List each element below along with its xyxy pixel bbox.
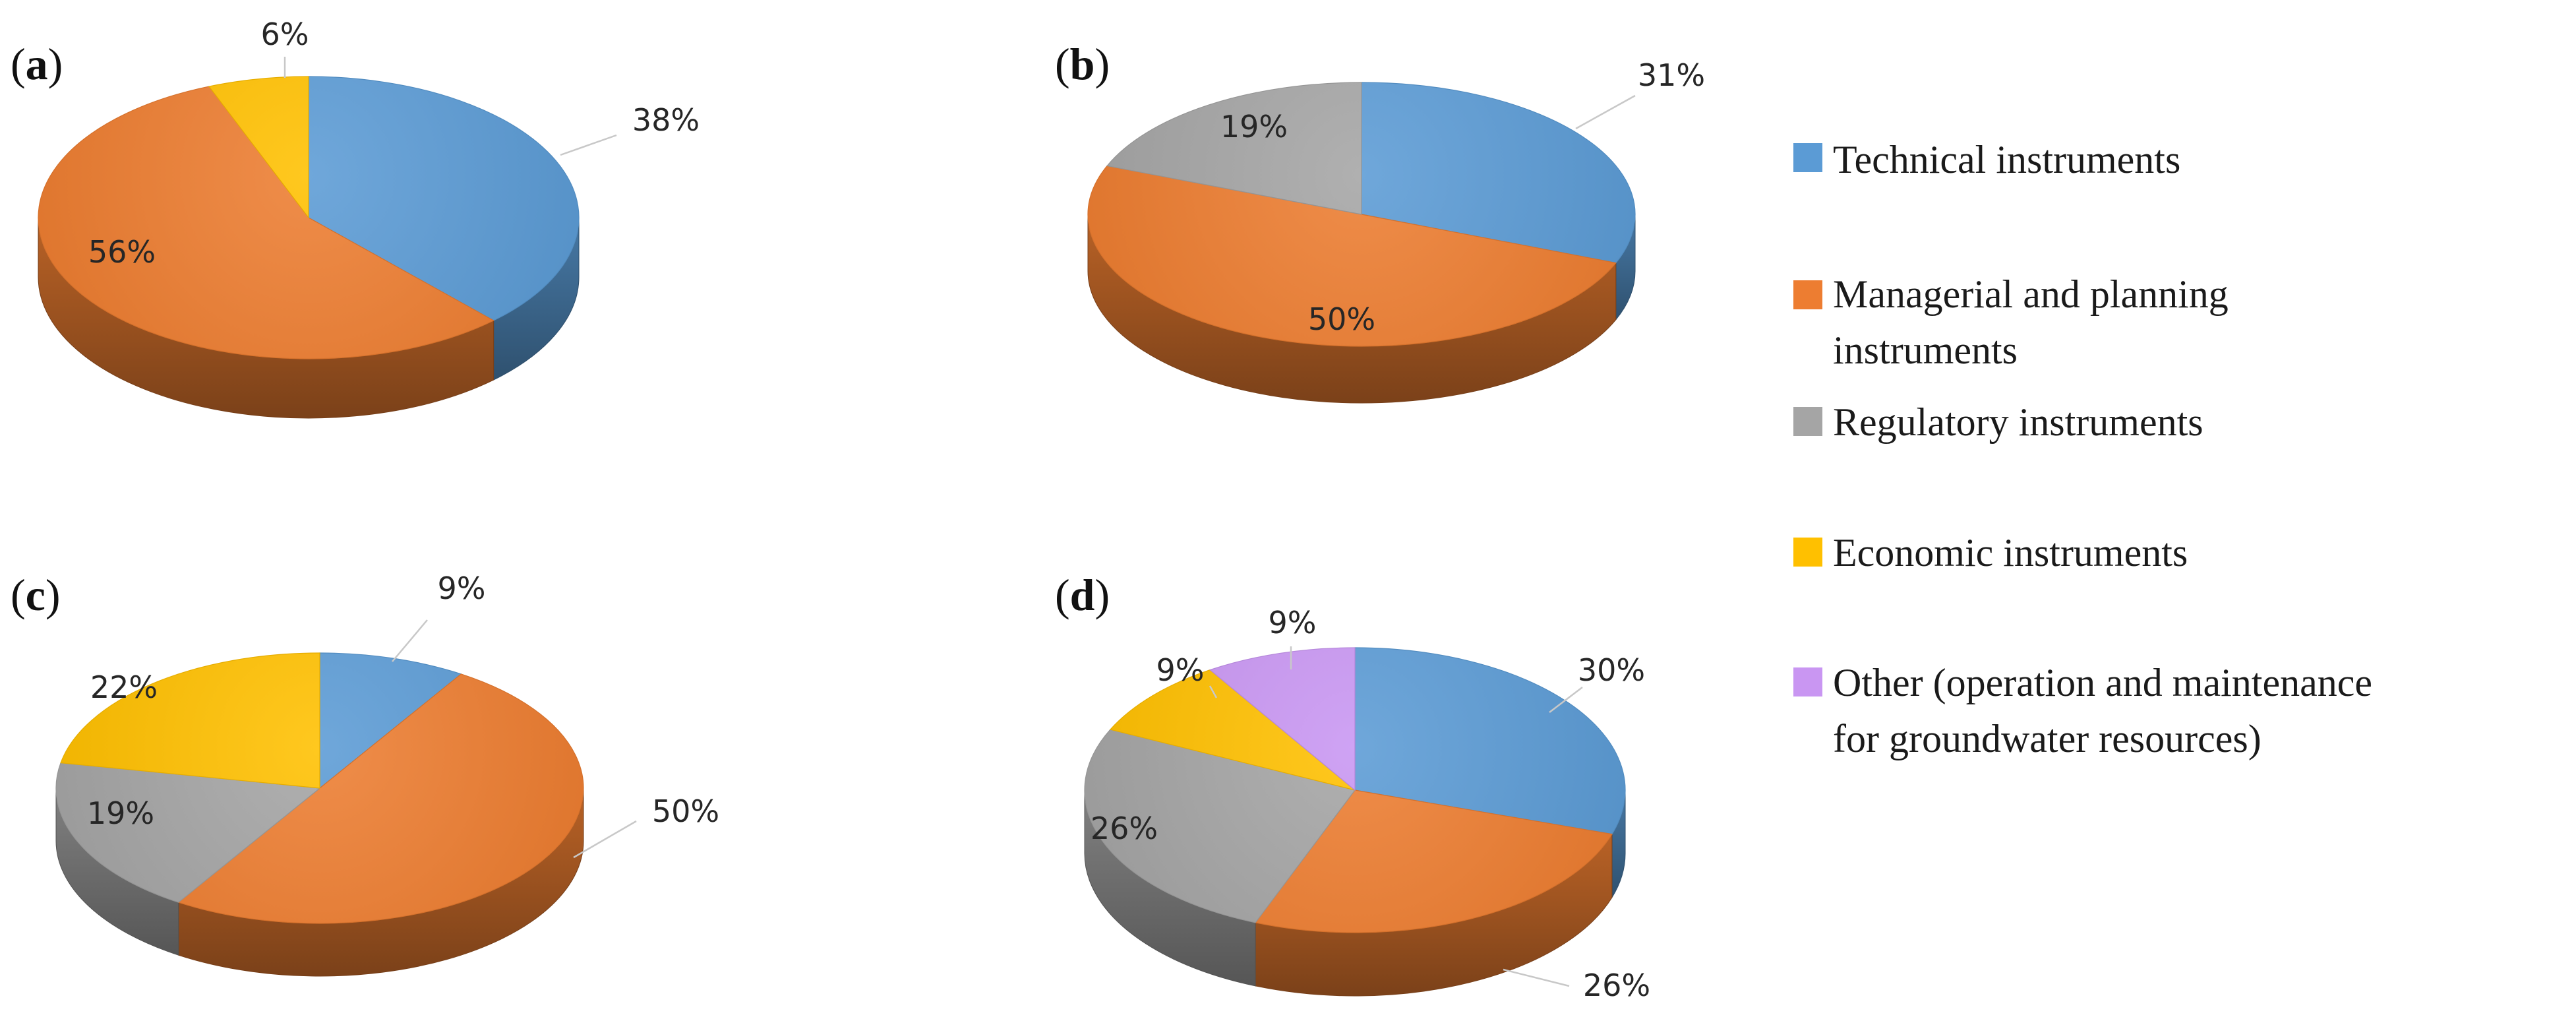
legend-swatch-managerial [1793,280,1822,309]
leader-line [573,820,637,859]
data-label-regulatory: 26% [1091,811,1158,846]
legend: Technical instruments Managerial and plan… [1793,138,2372,760]
legend-item-technical: Technical instruments [1793,138,2180,181]
legend-swatch-economic [1793,538,1822,567]
legend-item-economic: Economic instruments [1793,531,2188,574]
pie-slices [1084,647,1626,933]
data-label-technical: 9% [438,571,486,606]
pie-chart-d: (d) 30% 26% 26% 9% 9% [1055,570,1650,1003]
panel-letter-char: a [26,39,48,89]
pie-slice-managerial [1087,165,1617,347]
pie-slice-other [1209,647,1356,791]
pie-slice-regulatory [55,762,321,903]
pie-slice-economic [60,652,320,789]
data-label-managerial: 50% [652,793,719,829]
legend-item-regulatory: Regulatory instruments [1793,400,2203,444]
legend-label: Regulatory instruments [1833,400,2203,444]
data-label-technical: 38% [632,102,700,138]
data-label-managerial: 50% [1308,301,1375,337]
data-labels: 31% 50% 19% [1220,57,1705,337]
data-label-regulatory: 19% [1220,109,1288,144]
pie-slice-managerial [38,86,494,359]
legend-swatch-regulatory [1793,407,1822,436]
legend-label: Other (operation and maintenance [1833,661,2372,704]
legend-item-other: Other (operation and maintenance for grou… [1793,661,2372,760]
data-label-managerial: 56% [88,234,156,270]
panel-letter: (a) [11,39,63,89]
pie-slice-regulatory [1084,729,1356,923]
data-labels: 30% 26% 26% 9% 9% [1091,605,1650,1003]
pie-slice-technical [319,652,462,789]
panel-letter: (b) [1055,39,1110,89]
leader-line [392,619,428,662]
pie-chart-c: (c) 9% 50% 19% 22% [11,570,719,977]
pie-slice-managerial [177,673,584,924]
legend-label: Technical instruments [1833,138,2180,181]
panel-letter-char: d [1070,570,1095,620]
pie-slices [38,76,580,359]
pie-slice-economic [1109,669,1356,791]
data-label-other: 9% [1269,605,1317,640]
pie-slices [55,652,584,924]
leader-line [560,134,617,156]
data-labels: 38% 56% 6% [88,16,700,270]
data-label-managerial: 26% [1583,968,1650,1003]
legend-label: Economic instruments [1833,531,2188,574]
pie-chart-b: (b) 31% 50% 19% [1055,39,1705,404]
pie-slice-technical [1361,82,1636,264]
leader-line [1549,687,1583,713]
panel-letter: (d) [1055,570,1110,620]
legend-label: for groundwater resources) [1833,717,2261,760]
pie-chart-a: (a) 38% 56% 6% [11,16,700,419]
panel-letter: (c) [11,570,61,620]
data-label-economic: 6% [261,16,309,52]
legend-label: Managerial and planning [1833,272,2229,316]
leader-line [1209,685,1218,698]
leader-line [1575,94,1636,130]
data-label-regulatory: 19% [87,795,154,831]
pie-slice-technical [1354,647,1626,835]
pie-charts-group: (a) 38% 56% 6% (b) 31% 50% 19% (c) 9% 50% 19% 22% (d)… [11,16,1705,1003]
pie-slice-economic [208,76,309,219]
pie-slice-technical [308,76,580,321]
pie-slice-managerial [1255,789,1613,933]
legend-label: instruments [1833,328,2018,372]
data-label-technical: 31% [1638,57,1705,93]
data-labels: 9% 50% 19% 22% [87,571,719,859]
legend-swatch-other [1793,667,1822,696]
data-label-economic: 9% [1156,652,1205,688]
legend-swatch-technical [1793,143,1822,172]
panel-letter-char: b [1070,39,1095,89]
pie-slices [1087,82,1636,347]
leader-line [1503,968,1570,987]
pie-slice-regulatory [1106,82,1362,215]
data-label-technical: 30% [1578,652,1645,688]
panel-letter-char: c [26,570,45,620]
legend-item-managerial: Managerial and planning instruments [1793,272,2229,372]
data-label-economic: 22% [90,669,158,705]
